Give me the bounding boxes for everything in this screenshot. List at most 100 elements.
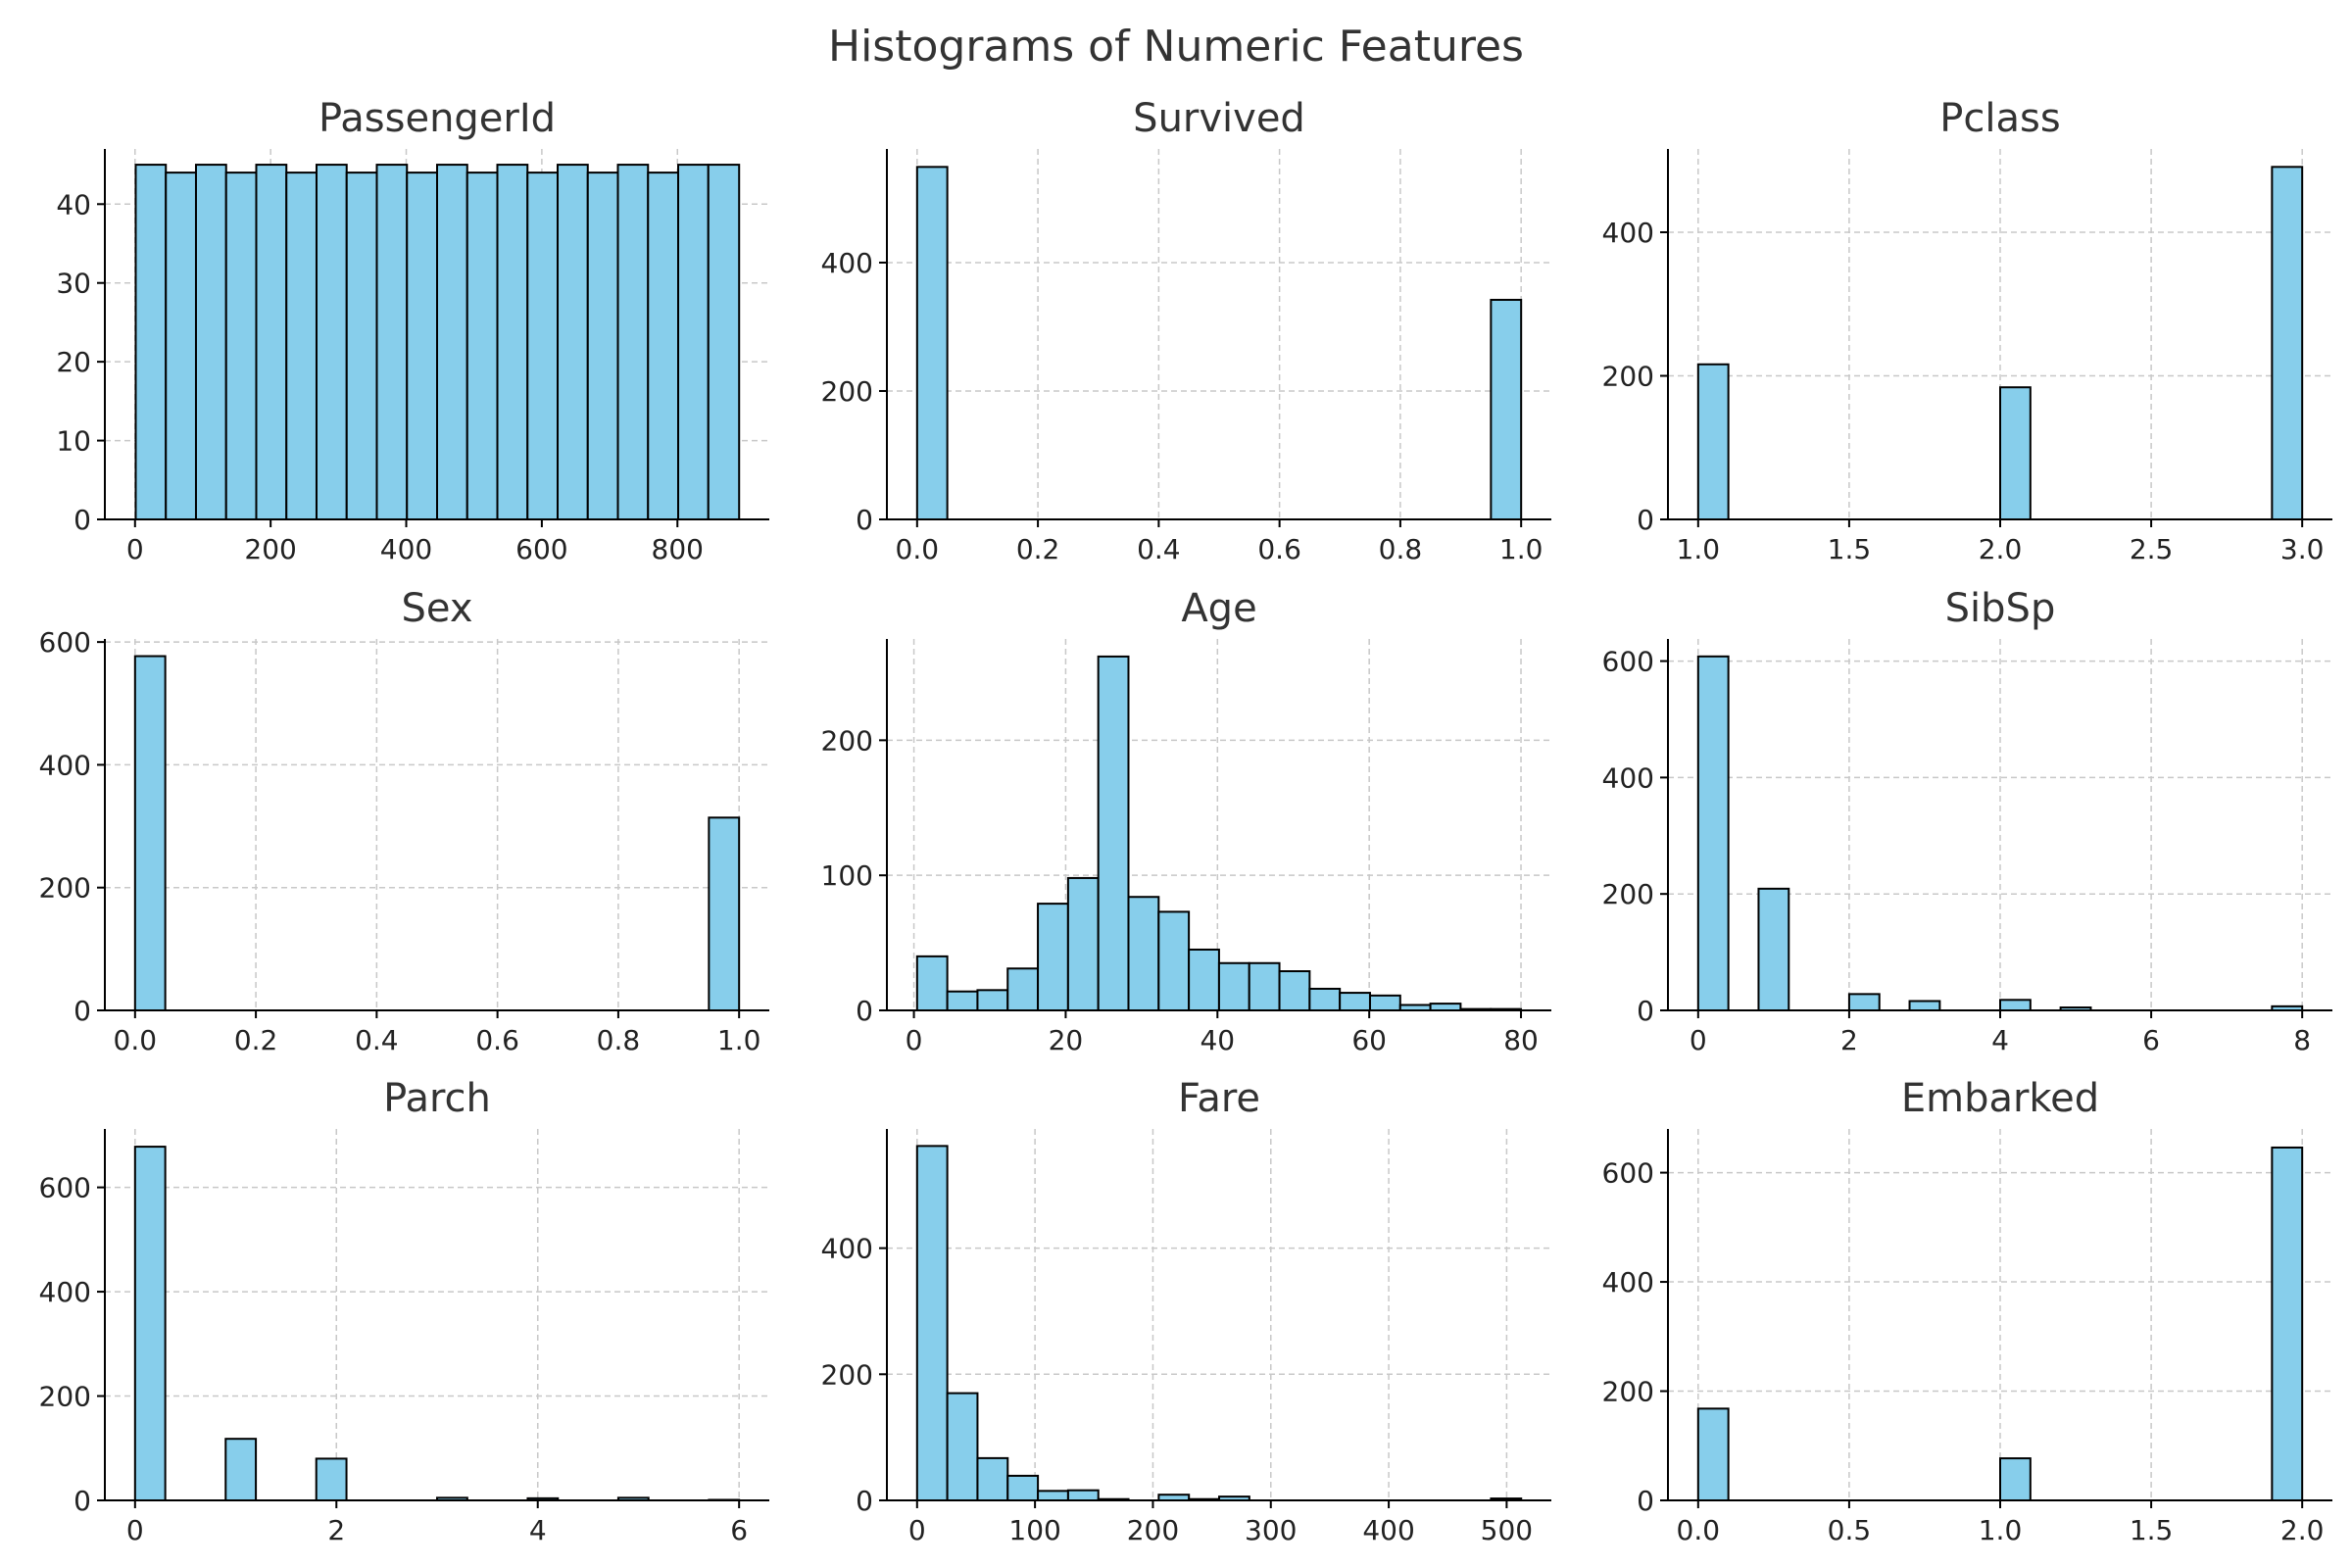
x-tick-label: 200 [244,533,296,565]
x-tick-label: 2.0 [1979,533,2023,565]
histogram-bar [586,172,619,520]
y-tick-label: 30 [56,268,91,300]
histogram-bar [976,989,1009,1011]
x-tick-label: 0.8 [1379,533,1423,565]
x-tick-label: 0 [1690,1024,1707,1056]
y-tick-label: 400 [1602,1266,1654,1298]
x-tick-label: 0.0 [114,1024,158,1056]
y-tick-label: 400 [821,247,873,279]
y-tick-label: 200 [1602,878,1654,910]
y-tick-label: 600 [39,1172,91,1204]
panel-fare: 0 100 200 300 400 500 0 200 400 Fare [821,1076,1551,1546]
histogram-bar [436,164,468,520]
histogram-bar [2271,1146,2304,1501]
x-tick-label: 2 [327,1514,345,1546]
panel-age: 0 20 40 60 80 0 100 200 Age [821,586,1551,1056]
histogram-bar [915,955,949,1012]
histogram-bar [1696,1407,1730,1502]
histogram-bar [1217,961,1250,1011]
histogram-bar [165,172,197,520]
y-tick-label: 200 [39,872,91,905]
y-tick-label: 0 [856,1485,873,1517]
histogram-bar [1278,970,1311,1011]
x-tick-label: 0.6 [475,1024,519,1056]
x-tick-label: 3.0 [2280,533,2325,565]
y-tick-label: 200 [821,375,873,408]
y-tick-label: 200 [821,724,873,757]
histogram-bar [976,1456,1009,1501]
panel-pclass: 1.0 1.5 2.0 2.5 3.0 0 200 400 Pclass [1602,96,2332,565]
y-tick-label: 600 [1602,646,1654,678]
x-tick-label: 800 [652,533,704,565]
histogram-bar [315,164,348,520]
histogram-bar [285,172,318,520]
histogram-bar [616,164,650,520]
x-tick-label: 200 [1127,1514,1179,1546]
histogram-bar [1188,948,1220,1011]
x-tick-label: 1.5 [2130,1514,2174,1546]
histogram-bar [1696,655,1730,1011]
histogram-bar [707,164,741,520]
x-tick-label: 6 [2142,1024,2160,1056]
panel-title: Parch [383,1076,491,1121]
x-tick-label: 2.0 [2280,1514,2325,1546]
histogram-bar [1037,1490,1069,1501]
histogram-bar [1908,1000,1941,1012]
histogram-bar [1006,1474,1040,1501]
panel-passengerid: 0 200 400 600 800 0 10 20 30 40 PassengerId [56,96,769,565]
x-tick-label: 0.8 [597,1024,641,1056]
histogram-bar [1757,887,1790,1012]
histogram-bar [915,1145,949,1502]
y-tick-label: 0 [74,504,91,536]
y-tick-label: 600 [1602,1157,1654,1190]
panel-sibsp: 0 2 4 6 8 0 200 400 600 SibSp [1602,586,2332,1056]
x-tick-label: 1.0 [717,1024,761,1056]
histogram-bar [496,164,529,520]
y-tick-label: 400 [39,749,91,781]
panel-survived: 0.0 0.2 0.4 0.6 0.8 1.0 0 200 400 Survived [821,96,1551,565]
histogram-bar [1037,903,1069,1012]
histogram-bar [134,164,168,520]
y-tick-label: 200 [1602,360,1654,392]
x-tick-label: 0.0 [1677,1514,1721,1546]
x-tick-label: 2 [1840,1024,1858,1056]
histogram-bar [915,166,949,521]
histogram-bar [946,1392,979,1501]
histogram-bar [1157,910,1191,1011]
y-tick-label: 600 [39,626,91,659]
panel-embarked: 0.0 0.5 1.0 1.5 2.0 0 200 400 600 Embarked [1602,1076,2332,1546]
histogram-bar [1066,876,1100,1011]
histogram-bar [2271,166,2304,520]
y-tick-label: 0 [856,504,873,536]
y-tick-label: 40 [56,188,91,220]
y-tick-label: 200 [821,1358,873,1391]
panel-title: SibSp [1945,586,2056,631]
panel-parch: 0 2 4 6 0 200 400 600 Parch [39,1076,769,1546]
panel-title: Survived [1133,96,1305,141]
x-tick-label: 300 [1245,1514,1297,1546]
histogram-bar [224,172,258,520]
histogram-bar [1339,992,1371,1011]
y-tick-label: 0 [1637,504,1654,536]
histogram-bar [677,164,710,520]
histogram-bar [1999,386,2032,520]
x-tick-label: 0.2 [1016,533,1060,565]
histogram-bar [1368,994,1401,1012]
histogram-bar [708,816,741,1011]
x-tick-label: 400 [1362,1514,1414,1546]
histogram-bar [1248,961,1281,1011]
x-tick-label: 2.5 [2130,533,2174,565]
panel-sex: 0.0 0.2 0.4 0.6 0.8 1.0 0 200 400 600 Sex [39,586,769,1056]
histogram-bar [224,1438,258,1502]
y-tick-label: 0 [1637,1485,1654,1517]
histogram-bar [1006,967,1040,1012]
histogram-bar [1308,987,1342,1012]
panel-title: Fare [1178,1076,1260,1121]
x-tick-label: 500 [1481,1514,1533,1546]
histogram-bar [557,164,589,520]
histogram-bar [133,655,167,1011]
x-tick-label: 0.0 [896,533,940,565]
histogram-bar [1429,1003,1462,1012]
histogram-bar [946,990,979,1011]
